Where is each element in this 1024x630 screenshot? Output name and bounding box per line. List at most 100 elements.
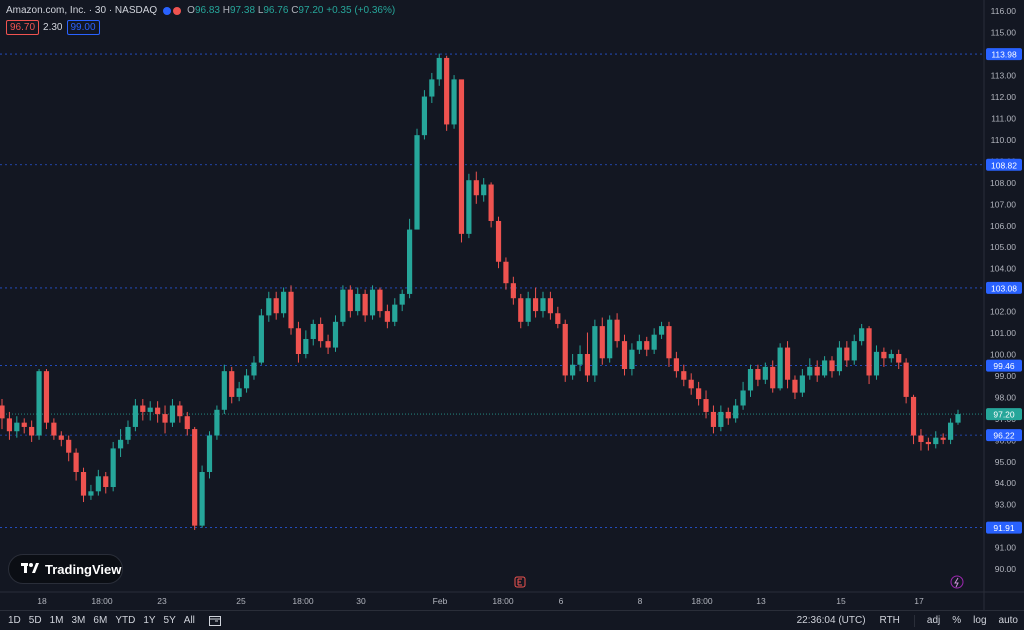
candle-body: [377, 289, 383, 312]
open-value: 96.83: [194, 5, 220, 16]
change-value: +0.35 (+0.36%): [326, 5, 396, 16]
price-tick-label: 111.00: [991, 114, 1016, 124]
candle-body: [658, 326, 665, 335]
candle-body: [117, 439, 124, 449]
candle-body: [340, 289, 346, 322]
earnings-event-mark: [517, 578, 522, 586]
candle-body: [584, 354, 591, 376]
price-tick-label: 99.00: [995, 371, 1017, 381]
candle-body: [703, 399, 709, 412]
clock-time[interactable]: 22:36:04 (UTC): [796, 615, 866, 626]
candle-body: [0, 405, 5, 419]
candle-body: [784, 347, 791, 380]
price-chart[interactable]: 116.00115.00114.00113.00112.00111.00110.…: [0, 0, 1024, 610]
candle-body: [844, 347, 850, 361]
price-tick-label: 102.00: [990, 307, 1016, 317]
tradingview-watermark[interactable]: TradingView: [8, 554, 123, 584]
high-label: H: [222, 5, 230, 16]
time-tick-label: 13: [756, 596, 766, 606]
flash-event-icon: [950, 575, 964, 589]
candle-body: [429, 79, 435, 97]
candle-body: [473, 180, 479, 196]
candle-body: [325, 341, 331, 348]
bid-button[interactable]: 96.70: [6, 20, 40, 35]
candle-body: [266, 298, 272, 316]
candle-body: [295, 328, 302, 354]
candle-body: [80, 472, 87, 496]
range-3m[interactable]: 3M: [71, 615, 86, 626]
candle-body: [651, 334, 657, 350]
candle-body: [444, 57, 450, 125]
candle-body: [807, 366, 813, 376]
candle-body: [903, 362, 909, 397]
candle-body: [859, 328, 865, 342]
range-1y[interactable]: 1Y: [143, 615, 156, 626]
candle-body: [933, 437, 939, 445]
level-price-tag: [986, 359, 1022, 372]
candle-body: [836, 347, 843, 372]
percent-toggle[interactable]: %: [952, 615, 962, 626]
close-value: 97.20: [298, 5, 324, 16]
range-5y[interactable]: 5Y: [163, 615, 176, 626]
candle-body: [206, 435, 213, 472]
candle-body: [510, 283, 516, 299]
candle-body: [955, 414, 961, 423]
bid-ask-badges: 96.70 2.30 99.00: [6, 20, 100, 35]
time-tick-label: 18: [37, 596, 47, 606]
candle-body: [155, 407, 161, 415]
candle-body: [147, 407, 153, 412]
level-price-label: 113.98: [991, 50, 1017, 60]
candle-body: [36, 371, 42, 436]
candle-body: [644, 341, 650, 350]
range-6m[interactable]: 6M: [93, 615, 108, 626]
range-all[interactable]: All: [183, 615, 195, 626]
candle-body: [851, 341, 857, 361]
level-price-label: 96.22: [993, 431, 1015, 441]
symbol-title[interactable]: Amazon.com, Inc. · 30 · NASDAQ: [6, 5, 158, 16]
price-tick-label: 98.00: [995, 392, 1017, 402]
high-value: 97.38: [230, 5, 256, 16]
ask-button[interactable]: 99.00: [66, 20, 100, 35]
earnings-event-icon: [514, 576, 526, 588]
candle-body: [940, 437, 946, 440]
candle-body: [310, 323, 316, 339]
candle-body: [451, 79, 457, 125]
candle-body: [822, 360, 828, 376]
candle-body: [599, 326, 605, 359]
candle-body: [503, 261, 509, 284]
candle-body: [88, 491, 94, 496]
candle-body: [132, 405, 138, 427]
candle-body: [243, 375, 250, 389]
session-toggle[interactable]: RTH: [879, 615, 900, 626]
candle-body: [762, 366, 768, 380]
candle-body: [570, 364, 576, 376]
level-price-label: 91.91: [993, 523, 1015, 533]
time-tick-label: 17: [914, 596, 924, 606]
candle-body: [740, 390, 746, 406]
range-1d[interactable]: 1D: [8, 615, 21, 626]
auto-toggle[interactable]: auto: [998, 615, 1018, 626]
log-toggle[interactable]: log: [973, 615, 987, 626]
adj-toggle[interactable]: adj: [926, 615, 941, 626]
candle-body: [481, 184, 487, 196]
price-tick-label: 90.00: [995, 564, 1017, 574]
candle-body: [888, 354, 894, 359]
candle-body: [103, 476, 109, 488]
candle-body: [792, 379, 798, 393]
ohlc-values: O96.83 H97.38 L96.76 C97.20 +0.35 (+0.36…: [187, 5, 395, 16]
candle-body: [829, 360, 835, 372]
range-5d[interactable]: 5D: [28, 615, 42, 626]
goto-date-icon[interactable]: [205, 615, 225, 626]
candle-body: [177, 405, 183, 417]
candle-body: [614, 319, 620, 342]
candle-body: [918, 435, 924, 442]
candle-body: [592, 326, 598, 376]
current-price-label: 97.20: [993, 410, 1015, 420]
candle-body: [273, 298, 279, 314]
candle-body: [621, 341, 628, 370]
range-ytd[interactable]: YTD: [115, 615, 136, 626]
candle-body: [303, 338, 309, 354]
candle-body: [629, 349, 635, 370]
open-label: O: [187, 5, 195, 16]
range-1m[interactable]: 1M: [49, 615, 64, 626]
